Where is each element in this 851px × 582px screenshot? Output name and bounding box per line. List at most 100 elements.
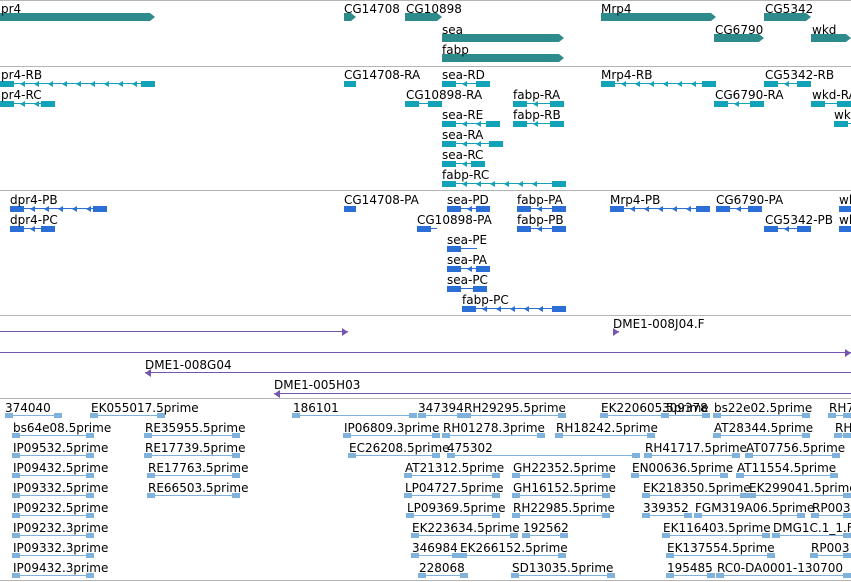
transcript-pr4-rc[interactable]: [0, 100, 55, 108]
transcript-sea-re[interactable]: [442, 120, 500, 128]
est-rh01278-3prime[interactable]: [442, 433, 545, 439]
est-sd13035-5prime[interactable]: [511, 573, 615, 579]
protein-sea-pa[interactable]: [447, 265, 490, 273]
est-rh22985-5prime[interactable]: [512, 513, 610, 519]
transcript-pr4-rb[interactable]: [0, 80, 155, 88]
est-ek218350-5prime[interactable]: [642, 493, 748, 499]
transcript-fabp-rc[interactable]: [442, 180, 566, 188]
est-at07756-5prime[interactable]: [745, 453, 840, 459]
est-fgm319a06-5prime[interactable]: [694, 513, 805, 519]
transcript-sea-rc[interactable]: [442, 160, 485, 168]
est-ek299041-5prime[interactable]: [748, 493, 851, 499]
est-ip09232-3prime[interactable]: [12, 533, 94, 539]
est-186101[interactable]: [292, 413, 417, 419]
est-ip09232-5prime[interactable]: [12, 513, 94, 519]
protein-wkd-pb[interactable]: [839, 225, 851, 233]
gene-sea[interactable]: [442, 34, 564, 42]
est-re35955-5prime[interactable]: [144, 433, 240, 439]
transcript-sea-ra[interactable]: [442, 140, 503, 148]
est-309378[interactable]: [661, 413, 710, 419]
est-ek116403-5prime[interactable]: [662, 533, 770, 539]
est-ek055017-5prime[interactable]: [90, 413, 165, 419]
est-374040[interactable]: [5, 413, 62, 419]
est-at28344-5prime[interactable]: [713, 433, 810, 439]
est-ip06809-3prime[interactable]: [343, 433, 440, 439]
est-gh22352-5prime[interactable]: [512, 473, 610, 479]
est-347394[interactable]: [418, 413, 465, 419]
est-lp09369-5prime[interactable]: [406, 513, 500, 519]
est-195485[interactable]: [666, 573, 715, 579]
est-re17739-5prime[interactable]: [144, 453, 240, 459]
protein-dpr4-pc[interactable]: [10, 225, 55, 233]
gene-pr4[interactable]: [0, 13, 155, 21]
gene-cg5342[interactable]: [764, 13, 811, 21]
protein-fabp-pa[interactable]: [517, 205, 566, 213]
est-re17763-5prime[interactable]: [147, 473, 240, 479]
est-ip09332-5prime[interactable]: [12, 493, 94, 499]
gene-fabp[interactable]: [442, 54, 564, 62]
est-rp003[interactable]: [810, 553, 851, 559]
est-192562[interactable]: [522, 533, 568, 539]
transcript-cg6790-ra[interactable]: [714, 100, 764, 108]
est-at21312-5prime[interactable]: [404, 473, 500, 479]
est-rh29295-5prime[interactable]: [463, 413, 566, 419]
est-ec26208-5prime[interactable]: [348, 453, 440, 459]
transcript-wkd-ra[interactable]: [811, 100, 851, 108]
est-rh41717-5prime[interactable]: [644, 453, 740, 459]
est-ek266152-5prime[interactable]: [459, 553, 566, 559]
est-lp04727-5prime[interactable]: [404, 493, 500, 499]
gene-cg14708[interactable]: [344, 13, 356, 21]
est-475302[interactable]: [447, 453, 640, 459]
clone-unnamed-2[interactable]: [0, 349, 851, 357]
est-rh7[interactable]: [828, 413, 851, 419]
est-at11554-5prime[interactable]: [736, 473, 838, 479]
clone-dme1-005h03[interactable]: [274, 390, 851, 398]
transcript-cg10898-ra[interactable]: [405, 100, 442, 108]
protein-fabp-pb[interactable]: [517, 225, 566, 233]
gene-wkd[interactable]: [811, 34, 851, 42]
est-rh[interactable]: [834, 433, 851, 439]
protein-cg10898-pa[interactable]: [417, 225, 437, 233]
gene-cg10898[interactable]: [405, 13, 442, 21]
protein-sea-pc[interactable]: [447, 285, 487, 293]
clone-dme1-008g04[interactable]: [145, 369, 851, 377]
transcript-fabp-ra[interactable]: [513, 100, 564, 108]
est-ip09432-5prime[interactable]: [12, 473, 94, 479]
clone-dme1-008j04-f[interactable]: [613, 328, 619, 336]
transcript-cg14708-ra[interactable]: [344, 80, 356, 88]
transcript-cg5342-rb[interactable]: [764, 80, 811, 88]
est-en00636-5prime[interactable]: [631, 473, 728, 479]
gene-mrp4[interactable]: [601, 13, 716, 21]
est-ip09332-3prime[interactable]: [12, 553, 94, 559]
est-ek223634-5prime[interactable]: [411, 533, 518, 539]
est-gh16152-5prime[interactable]: [512, 493, 610, 499]
transcript-sea-rd[interactable]: [442, 80, 490, 88]
est-ip09532-5prime[interactable]: [12, 453, 94, 459]
est-rp003[interactable]: [811, 513, 851, 519]
gene-cg6790[interactable]: [714, 34, 764, 42]
est-re66503-5prime[interactable]: [147, 493, 240, 499]
protein-dpr4-pb[interactable]: [10, 205, 107, 213]
est-bs22e02-5prime[interactable]: [713, 413, 810, 419]
est-rc0-da0001-130700[interactable]: [716, 573, 851, 579]
protein-cg6790-pa[interactable]: [716, 205, 762, 213]
est-339352[interactable]: [642, 513, 692, 519]
est-dmg1c-1-1-f[interactable]: [772, 533, 851, 539]
protein-fabp-pc[interactable]: [462, 305, 566, 313]
protein-cg14708-pa[interactable]: [344, 205, 356, 213]
est-bs64e08-5prime[interactable]: [12, 433, 94, 439]
est-ip09432-3prime[interactable]: [12, 573, 94, 579]
transcript-mrp4-rb[interactable]: [601, 80, 716, 88]
est-228068[interactable]: [418, 573, 468, 579]
transcript-fabp-rb[interactable]: [513, 120, 564, 128]
protein-mrp4-pb[interactable]: [610, 205, 710, 213]
clone-unnamed-0[interactable]: [0, 328, 348, 336]
protein-wkd-pa[interactable]: [839, 205, 851, 213]
est-346984[interactable]: [411, 553, 460, 559]
est-rh18242-5prime[interactable]: [555, 433, 655, 439]
protein-cg5342-pb[interactable]: [764, 225, 811, 233]
est-ek137554-5prime[interactable]: [666, 553, 775, 559]
protein-sea-pd[interactable]: [447, 205, 490, 213]
transcript-wkd-rb[interactable]: [834, 120, 851, 128]
protein-sea-pe[interactable]: [447, 245, 477, 253]
